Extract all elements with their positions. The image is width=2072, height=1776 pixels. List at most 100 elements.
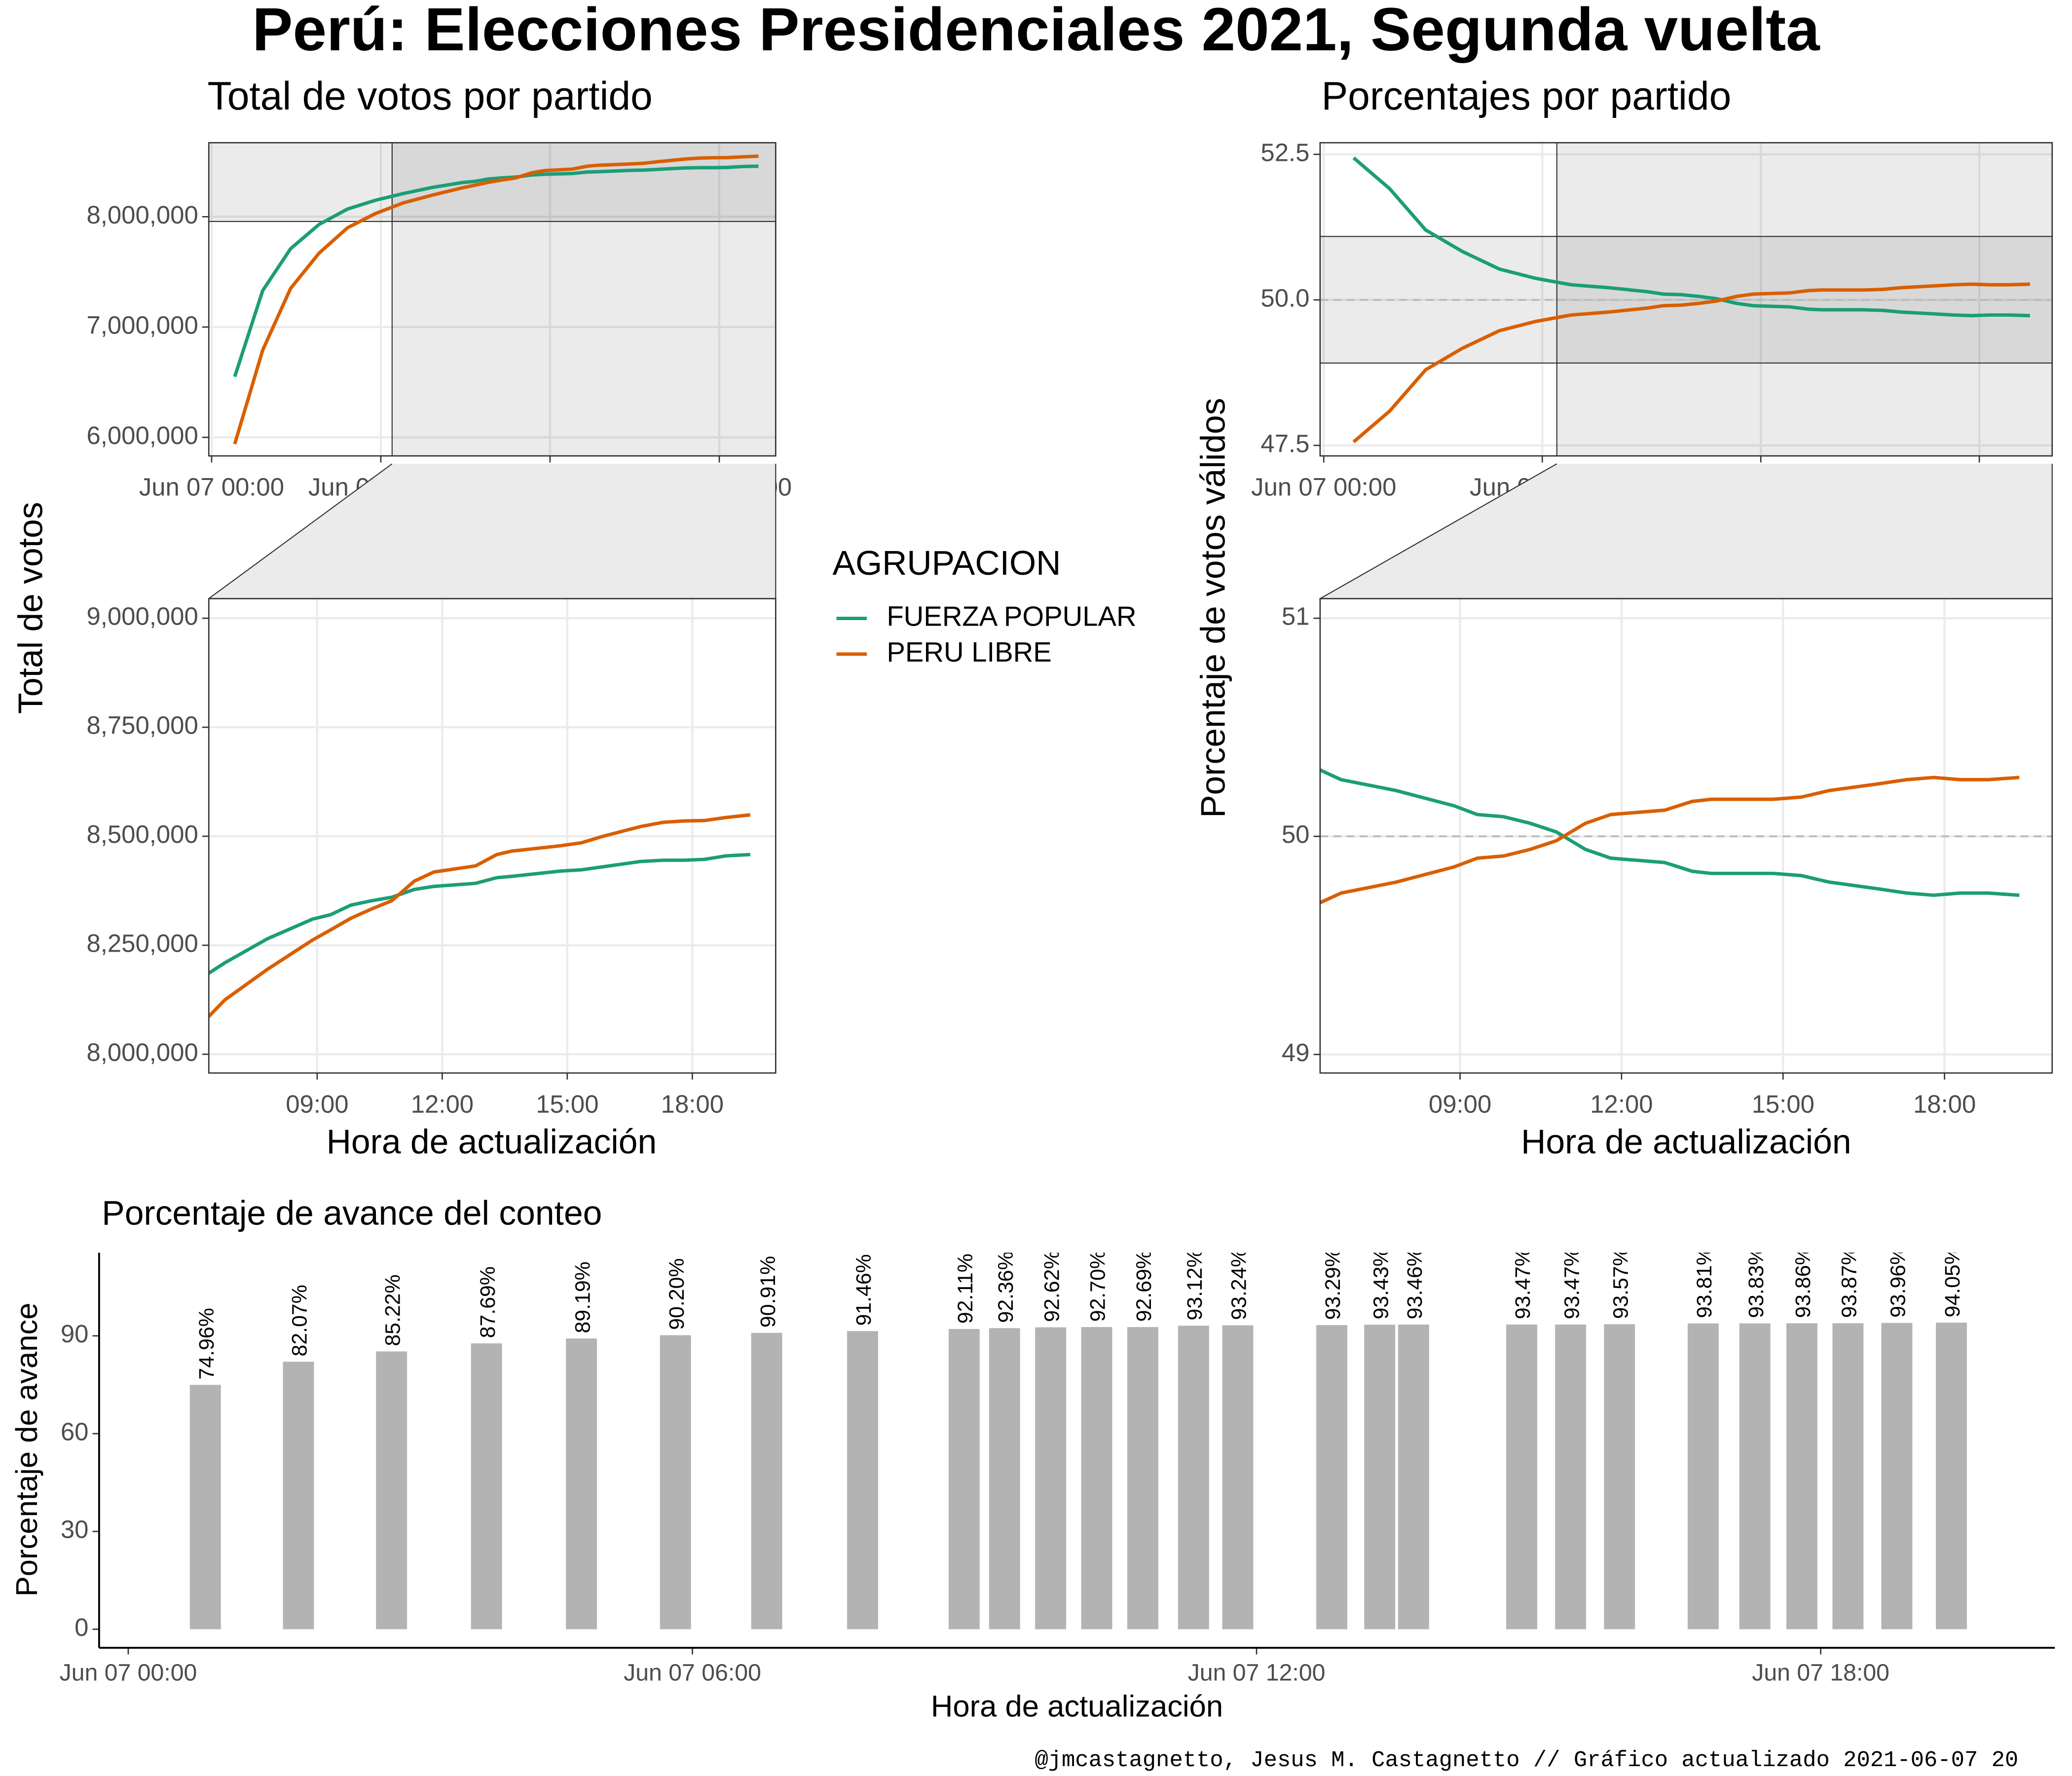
bar-value-label: 93.43%	[1369, 1248, 1393, 1319]
bar-value-label: 92.69%	[1132, 1250, 1156, 1322]
bar	[283, 1362, 314, 1629]
series-line	[1320, 776, 2020, 905]
y-tick-label: 9,000,000	[86, 602, 198, 630]
x-tick-label: 15:00	[536, 1090, 598, 1118]
bar	[1178, 1326, 1209, 1629]
bar	[1687, 1323, 1719, 1629]
bar	[1127, 1327, 1158, 1629]
chart-subtitle: Total de votos por partido	[208, 74, 653, 118]
series-line	[209, 813, 751, 1019]
y-tick-label: 51	[1282, 602, 1310, 630]
series-line	[233, 154, 759, 444]
series-line	[1352, 156, 2030, 318]
panel-border	[208, 142, 777, 457]
bar-value-label: 89.19%	[571, 1261, 594, 1333]
bar	[1364, 1325, 1396, 1629]
zoom-connector-edge	[1320, 463, 1557, 599]
bar	[376, 1351, 407, 1629]
panel-background	[209, 143, 776, 456]
bar	[1832, 1323, 1864, 1629]
bar-value-label: 74.96%	[195, 1308, 219, 1379]
bar-value-label: 92.62%	[1040, 1250, 1064, 1322]
x-tick-label: Jun 07 00:00	[60, 1659, 197, 1686]
bar-value-label: 93.57%	[1609, 1247, 1632, 1319]
bar-value-label: 93.24%	[1227, 1248, 1251, 1320]
bar	[1555, 1324, 1587, 1629]
bar-value-label: 87.69%	[476, 1266, 500, 1338]
bar-value-label: 90.20%	[665, 1258, 689, 1330]
y-axis-label: Porcentaje de votos válidos	[1194, 398, 1232, 817]
bar	[1222, 1325, 1254, 1629]
y-tick-label: 8,500,000	[86, 820, 198, 849]
bar	[1604, 1324, 1635, 1629]
y-tick-label: 8,000,000	[86, 1038, 198, 1066]
bar-value-label: 93.29%	[1321, 1248, 1345, 1320]
y-tick-label: 8,000,000	[86, 201, 198, 229]
x-tick-label: 15:00	[1752, 1090, 1814, 1118]
bar-value-label: 93.46%	[1403, 1248, 1427, 1319]
panel-border	[208, 598, 777, 1074]
y-tick-label: 0	[74, 1613, 88, 1641]
zoom-x-band	[391, 143, 776, 456]
bar	[1881, 1323, 1913, 1629]
x-axis-label: Hora de actualización	[327, 1122, 657, 1161]
bar-value-label: 93.47%	[1560, 1248, 1584, 1319]
bar-value-label: 85.22%	[381, 1274, 405, 1346]
bar	[1506, 1324, 1537, 1629]
plot-area	[209, 813, 751, 1019]
y-tick-label: 50.0	[1260, 284, 1309, 312]
bar-value-label: 94.05%	[1941, 1246, 1964, 1317]
panel-border	[1319, 142, 2053, 457]
series-line	[209, 852, 750, 975]
y-tick-label: 52.5	[1260, 138, 1309, 166]
caption: @jmcastagnetto, Jesus M. Castagnetto // …	[1035, 1747, 2018, 1773]
y-tick-label: 8,250,000	[86, 929, 198, 957]
legend-title: AGRUPACION	[833, 544, 1061, 582]
bar	[989, 1328, 1020, 1629]
y-tick-label: 7,000,000	[86, 311, 198, 339]
zoom-y-band	[209, 143, 776, 222]
bar-value-label: 93.87%	[1838, 1246, 1861, 1318]
x-tick-label: 09:00	[286, 1090, 348, 1118]
bar	[1739, 1323, 1771, 1629]
y-tick-label: 50	[1282, 820, 1310, 849]
y-tick-label: 47.5	[1260, 429, 1309, 457]
panel-border	[1319, 598, 2053, 1074]
series-line	[1320, 768, 2020, 897]
x-tick-label: 18:00	[1913, 1090, 1976, 1118]
plot-area	[209, 143, 776, 456]
y-axis-label: Total de votos	[11, 502, 49, 714]
y-tick-label: 30	[61, 1516, 89, 1544]
plot-area: 74.96% 82.07% 85.22% 87.69% 89.19% 90.20% 90.9…	[189, 1246, 1967, 1629]
plot-area	[1320, 143, 2052, 456]
plot-area	[1320, 768, 2052, 905]
bar-value-label: 93.81%	[1693, 1247, 1716, 1318]
series-line	[1352, 282, 2030, 444]
bar-value-label: 82.07%	[288, 1285, 312, 1356]
x-tick-label: 09:00	[1429, 1090, 1491, 1118]
bar	[1936, 1323, 1967, 1629]
bar-value-label: 93.12%	[1183, 1249, 1207, 1320]
bar	[660, 1335, 691, 1629]
series-line	[233, 164, 759, 377]
y-tick-label: 49	[1282, 1038, 1310, 1067]
y-tick-label: 90	[61, 1320, 89, 1348]
bar	[1316, 1325, 1347, 1629]
bar-value-label: 92.70%	[1086, 1250, 1110, 1322]
y-tick-label: 8,750,000	[86, 711, 198, 740]
bar	[1786, 1323, 1817, 1629]
x-tick-label: 12:00	[411, 1090, 474, 1118]
x-tick-label: Jun 07 06:00	[624, 1659, 761, 1686]
bar	[189, 1385, 221, 1629]
bar	[566, 1338, 597, 1629]
bar-value-label: 93.47%	[1511, 1248, 1535, 1319]
bar-value-label: 93.86%	[1791, 1246, 1815, 1318]
x-tick-label: 18:00	[661, 1090, 724, 1118]
x-tick-label: Jun 07 00:00	[1251, 473, 1396, 501]
bar	[948, 1329, 980, 1629]
zoom-connector	[1320, 464, 2052, 599]
x-tick-label: Jun 07 12:00	[1188, 1659, 1326, 1686]
bar	[847, 1331, 878, 1629]
